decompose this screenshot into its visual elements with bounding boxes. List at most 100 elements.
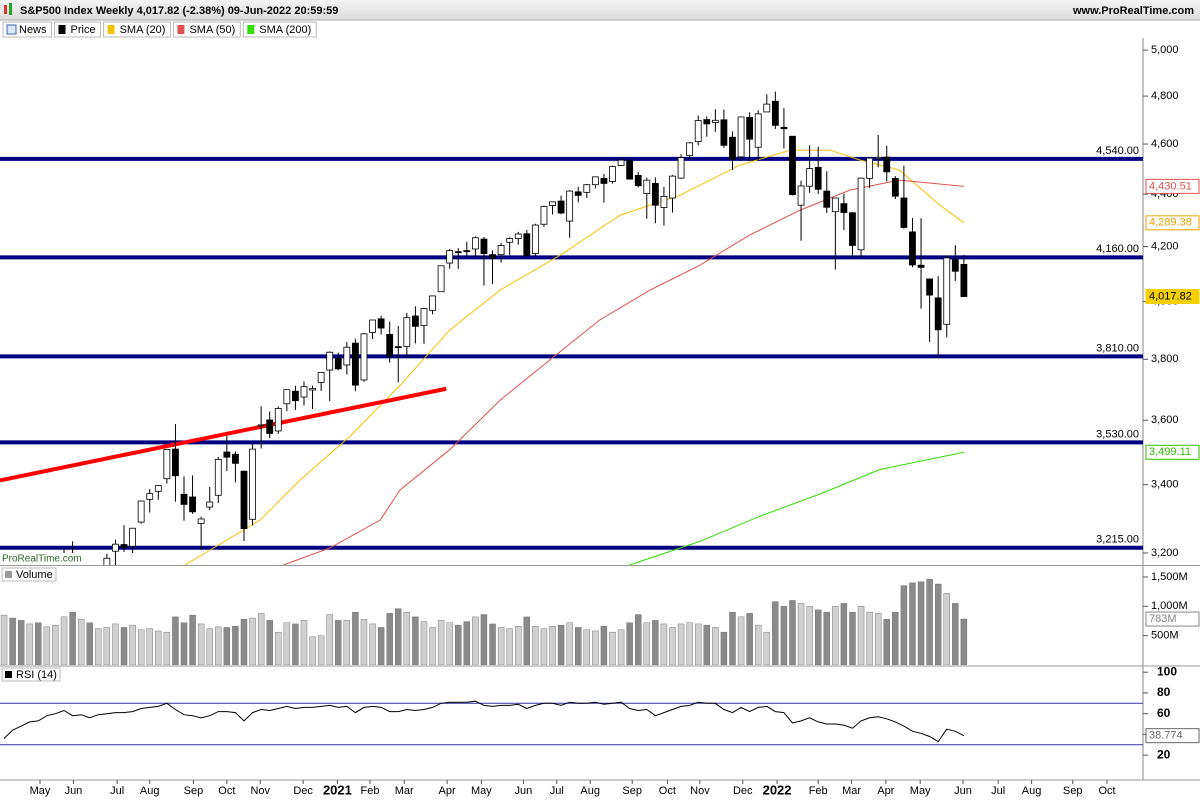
candle-body <box>249 448 256 520</box>
legend-swatch <box>177 25 185 34</box>
legend-item[interactable]: SMA (20) <box>103 21 171 38</box>
x-tick-label: Jul <box>550 785 564 797</box>
volume-bar <box>95 628 102 665</box>
volume-bar <box>283 622 291 665</box>
x-tick-label: May <box>30 785 51 797</box>
site-link[interactable]: www.ProRealTime.com <box>1072 5 1194 17</box>
volume-bar <box>763 631 770 665</box>
app-icon <box>9 3 12 15</box>
candle-body <box>926 278 934 296</box>
y-tick-label: 3,800 <box>1151 353 1179 365</box>
candle-body <box>257 424 265 427</box>
y-tick-label: 4,600 <box>1151 138 1179 150</box>
candle-body <box>823 190 831 208</box>
volume-bar <box>17 620 25 665</box>
candle-body <box>352 342 359 386</box>
candle-body <box>283 389 291 405</box>
legend-item[interactable]: Price <box>54 21 102 38</box>
panel-icon <box>5 571 12 578</box>
volume-bar <box>257 613 265 665</box>
x-tick-label: Jun <box>65 785 83 797</box>
volume-bar <box>772 601 779 665</box>
price-badge <box>1145 444 1200 460</box>
volume-bar <box>420 621 428 665</box>
candle-body <box>129 527 136 547</box>
volume-bar <box>86 622 93 665</box>
volume-bar <box>849 611 856 665</box>
price-panel: 4,540.00 4,160.00 3,810.00 3,530.00 3,215.00 <box>0 91 1143 565</box>
candle-body <box>917 264 925 268</box>
legend-label: News <box>19 24 47 36</box>
candle-body <box>232 453 239 464</box>
x-tick-label: May <box>910 785 931 797</box>
trendline <box>0 386 447 483</box>
volume-bar <box>823 611 830 665</box>
volume-bar <box>343 620 351 665</box>
candle-body <box>866 157 874 179</box>
candle-body <box>411 315 419 327</box>
panel-title-frame <box>1 667 61 682</box>
candle-body <box>189 496 196 513</box>
y-tick-label: 100 <box>1157 664 1177 678</box>
candle-body <box>746 117 754 140</box>
volume-bar <box>446 622 453 665</box>
x-tick-label: Oct <box>218 785 235 797</box>
volume-bar <box>917 581 925 665</box>
legend-label: Price <box>71 24 96 36</box>
price-badge-label: 783M <box>1149 613 1177 625</box>
volume-bar <box>814 609 822 665</box>
volume-bar <box>206 628 213 665</box>
x-tick-label: Feb <box>360 785 379 797</box>
legend-item[interactable]: SMA (200) <box>242 21 317 38</box>
candle-body <box>943 257 951 325</box>
volume-bar <box>146 628 153 665</box>
legend-item[interactable]: News <box>2 21 53 38</box>
candle-body <box>154 485 162 492</box>
candle-body <box>686 142 694 157</box>
level-label: 4,540.00 <box>1096 145 1139 157</box>
volume-bar <box>652 620 659 665</box>
x-tick-label: Feb <box>809 785 828 797</box>
legend-swatch <box>58 25 66 34</box>
volume-bar <box>223 627 231 665</box>
candle-body <box>403 317 411 347</box>
price-badge <box>1145 611 1200 627</box>
candle-body <box>334 358 342 370</box>
volume-bar <box>600 626 608 665</box>
candle-body <box>780 126 788 130</box>
candle-body <box>677 157 685 179</box>
candle-body <box>377 318 385 329</box>
volume-bar <box>77 619 85 665</box>
level-label: 3,810.00 <box>1096 342 1139 354</box>
volume-bar <box>806 606 813 665</box>
y-tick-label: 3,600 <box>1151 414 1179 426</box>
candle-body <box>471 237 479 250</box>
volume-bar <box>155 630 162 665</box>
candle-body <box>934 297 942 331</box>
volume-bar <box>489 623 496 665</box>
volume-bar <box>480 614 488 665</box>
price-badge <box>1145 215 1200 231</box>
x-tick-label: Oct <box>659 785 676 797</box>
volume-bar <box>635 614 642 665</box>
volume-bar <box>172 616 179 665</box>
x-tick-label: Mar <box>395 785 414 797</box>
volume-bar <box>575 627 582 665</box>
legend-item[interactable]: SMA (50) <box>172 21 241 38</box>
price-badge <box>1145 728 1200 744</box>
volume-bar <box>129 624 136 665</box>
candle-body <box>711 119 719 123</box>
volume-bar <box>249 617 256 665</box>
volume-bar <box>532 626 539 665</box>
x-tick-label: Jul <box>110 785 124 797</box>
volume-bar <box>52 624 59 665</box>
volume-bar <box>737 616 745 665</box>
volume-bar <box>240 619 248 665</box>
volume-bar <box>429 627 436 665</box>
candle-body <box>360 333 368 381</box>
y-tick-label: 60 <box>1157 706 1171 720</box>
candle-body <box>626 159 634 180</box>
volume-bar <box>780 606 788 665</box>
volume-bar <box>617 629 625 665</box>
